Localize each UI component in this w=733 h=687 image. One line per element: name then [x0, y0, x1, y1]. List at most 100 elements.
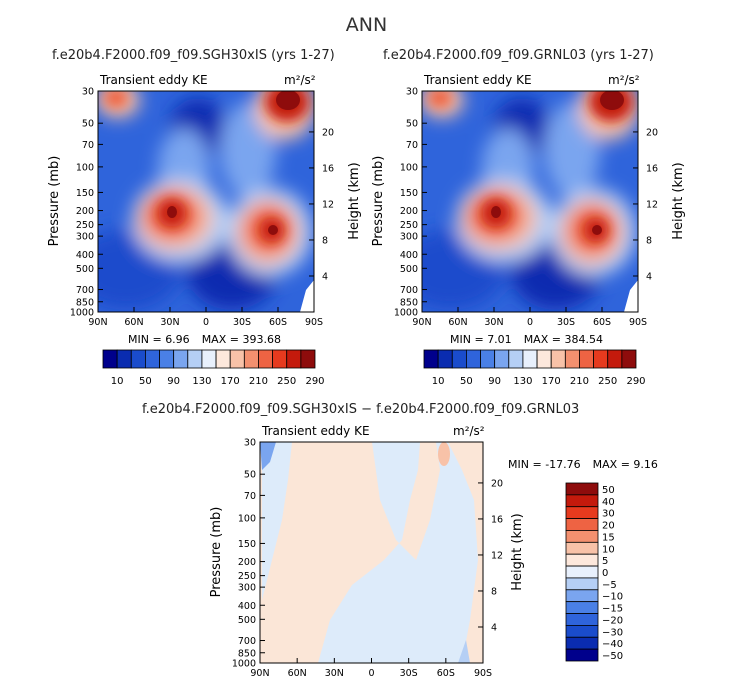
panel-difference-colorbar-label: 30 — [602, 509, 615, 520]
panel-top-right-y2-tick-label: 16 — [646, 163, 658, 174]
panel-top-left-y-tick-label: 500 — [76, 264, 94, 275]
panel-difference-colorbar-box — [565, 601, 599, 614]
panel-top-right-y-tick-label: 1000 — [394, 308, 418, 319]
panel-difference-y-tick-label: 150 — [238, 539, 256, 550]
panel-difference-y-tick-label: 700 — [238, 636, 256, 647]
panel-top-right-colorbar-label: 170 — [542, 376, 561, 387]
page-title: ANN — [345, 14, 388, 36]
panel-top-left-max-label: MAX = — [202, 333, 243, 346]
panel-top-left-y-tick-label: 1000 — [70, 308, 94, 319]
panel-difference-colorbar-label: 10 — [602, 544, 615, 555]
panel-difference-colorbar-label: 50 — [602, 485, 615, 496]
panel-difference-colorbar-label: 15 — [602, 532, 615, 543]
panel-top-left-max-value: 393.68 — [242, 333, 281, 346]
panel-difference-x-tick-label: 30N — [325, 668, 344, 679]
panel-difference-max-value: 9.16 — [633, 458, 658, 471]
panel-top-left-colorbar-label: 170 — [221, 376, 240, 387]
panel-difference-y-tick-label: 500 — [238, 615, 256, 626]
panel-top-left-colorbar-box — [187, 349, 203, 369]
panel-top-right-x-tick-label: 30S — [557, 317, 575, 328]
panel-difference-colorbar-label: 40 — [602, 497, 615, 508]
difference-positive-core — [438, 442, 450, 466]
panel-difference-colorbar-label: 20 — [602, 521, 615, 532]
panel-top-left-colorbar-label: 130 — [192, 376, 211, 387]
panel-top-left-colorbar-box — [272, 349, 288, 369]
panel-top-left-y-tick-label: 100 — [76, 162, 94, 173]
panel-top-right-colorbar-label: 210 — [570, 376, 589, 387]
panel-difference-minmax: MIN = -17.76 MAX = 9.16 — [508, 458, 658, 471]
difference-negative-surface — [458, 640, 470, 663]
panel-top-right-x-tick-label: 0 — [527, 317, 533, 328]
panel-top-left-units: m²/s² — [284, 73, 316, 87]
top-right-plot: Transient eddy KE m²/s²305070100150200250… — [371, 73, 686, 346]
panel-difference-colorbar-label: −30 — [602, 627, 623, 638]
panel-top-right-x-tick-label: 60S — [593, 317, 611, 328]
top-right-peak-nh — [491, 206, 501, 218]
panel-top-right-colorbar-box — [494, 349, 510, 369]
panel-difference-y-tick-label: 1000 — [232, 659, 256, 670]
panel-top-right-y2-axis-title: Height (km) — [671, 162, 686, 239]
panel-top-right-y-tick-label: 700 — [400, 285, 418, 296]
panel-top-right-y-tick-label: 850 — [400, 297, 418, 308]
panel-difference-colorbar-label: −20 — [602, 615, 623, 626]
panel-top-right-colorbar-box — [437, 349, 453, 369]
top-right-axes: Transient eddy KE m²/s²305070100150200250… — [371, 73, 686, 346]
panel-top-right-colorbar-box — [522, 349, 538, 369]
panel-top-left-colorbar-label: 250 — [277, 376, 296, 387]
panel-difference-y2-tick-label: 4 — [491, 622, 497, 633]
panel-difference-colorbar-box — [565, 482, 599, 496]
panel-difference-y-tick-label: 200 — [238, 557, 256, 568]
panel-top-left-colorbar-box — [116, 349, 132, 369]
panel-top-left-colorbar-box — [102, 349, 118, 369]
panel-top-left-colorbar-label: 290 — [305, 376, 324, 387]
panel-top-right-y-tick-label: 30 — [406, 87, 418, 98]
panel-difference-y2-axis-title: Height (km) — [510, 513, 525, 590]
panel-difference-y-tick-label: 250 — [238, 571, 256, 582]
panel-top-right-units: m²/s² — [608, 73, 640, 87]
panel-top-right-colorbar-box — [465, 349, 481, 369]
difference-field — [260, 442, 483, 663]
panel-top-left-min-value: 6.96 — [165, 333, 190, 346]
panel-top-right-max-value: 384.54 — [564, 333, 603, 346]
panel-top-left-y-tick-label: 850 — [76, 297, 94, 308]
panel-top-right-y2-tick-label: 4 — [646, 271, 652, 282]
panel-difference-x-tick-label: 30S — [400, 668, 418, 679]
panel-top-left-y2-tick-label: 16 — [322, 163, 334, 174]
panel-difference-y-tick-label: 300 — [238, 583, 256, 594]
top-left-axes: Transient eddy KE m²/s²305070100150200250… — [47, 73, 362, 346]
panel-difference-x-tick-label: 60N — [288, 668, 307, 679]
panel-top-left-colorbar-box — [300, 349, 316, 369]
panel-difference-colorbar-label: −10 — [602, 592, 623, 603]
panel-top-left-y-tick-label: 50 — [82, 119, 94, 130]
panel-top-right-minmax: MIN = 7.01 MAX = 384.54 — [450, 333, 603, 346]
panel-top-right-colorbar-box — [451, 349, 467, 369]
panel-top-right-y-tick-label: 500 — [400, 264, 418, 275]
panel-top-left-colorbar-box — [286, 349, 302, 369]
panel-difference-y-tick-label: 50 — [244, 470, 256, 481]
difference-plot: Transient eddy KE m²/s²305070100150200250… — [209, 424, 658, 679]
panel-top-right-colorbar-box — [564, 349, 580, 369]
panel-top-right-y-tick-label: 200 — [400, 206, 418, 217]
panel-top-left-y2-tick-label: 8 — [322, 235, 328, 246]
panel-difference-y2-tick-label: 20 — [491, 478, 503, 489]
panel-difference-colorbar-label: −5 — [602, 580, 617, 591]
panel-top-right-colorbar-box — [480, 349, 496, 369]
panel-top-right-colorbar-box — [593, 349, 609, 369]
panel-top-left-y-tick-label: 700 — [76, 285, 94, 296]
panel-difference-colorbar-box — [565, 565, 599, 579]
panel-top-left-y-tick-label: 250 — [76, 220, 94, 231]
panel-difference-colorbar-label: −40 — [602, 639, 623, 650]
panel-difference-y-tick-label: 100 — [238, 513, 256, 524]
panel-top-left-colorbar-box — [159, 349, 175, 369]
panel-top-right-y-tick-label: 250 — [400, 220, 418, 231]
panel-top-left-y-tick-label: 400 — [76, 250, 94, 261]
panel-top-right-colorbar-box — [579, 349, 595, 369]
panel-difference-colorbar-label: 0 — [602, 568, 608, 579]
panel-top-left-colorbar-label: 50 — [139, 376, 152, 387]
panel-top-left-y2-tick-label: 20 — [322, 127, 334, 138]
panel-top-right-y-tick-label: 150 — [400, 188, 418, 199]
panel-difference-min-value: -17.76 — [545, 458, 580, 471]
panel-top-right-y-tick-label: 100 — [400, 162, 418, 173]
panel-difference-units: m²/s² — [453, 424, 485, 438]
